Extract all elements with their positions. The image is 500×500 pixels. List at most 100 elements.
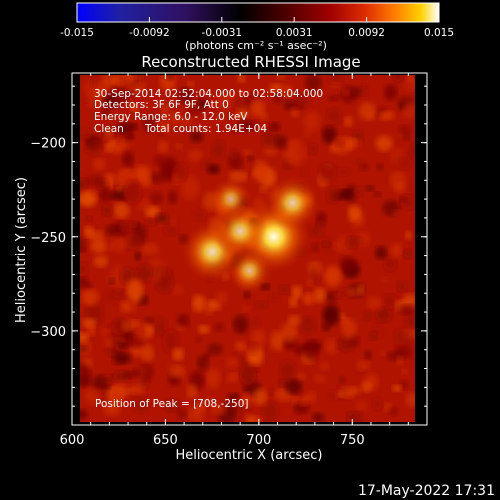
residual-blob <box>311 412 325 422</box>
residual-blob <box>130 104 139 112</box>
residual-blob <box>302 292 315 305</box>
residual-blob <box>375 307 392 323</box>
residual-blob <box>231 97 249 111</box>
residual-blob <box>192 209 207 221</box>
residual-blob <box>324 266 342 287</box>
residual-blob <box>380 350 387 356</box>
residual-blob <box>80 178 88 191</box>
flare-source-5 <box>226 247 273 294</box>
residual-blob <box>80 363 92 385</box>
residual-blob <box>128 221 139 229</box>
residual-blob <box>213 322 225 332</box>
residual-blob <box>274 134 288 149</box>
residual-blob <box>101 107 110 119</box>
residual-blob <box>387 406 399 417</box>
residual-blob <box>113 202 130 219</box>
residual-blob <box>279 360 296 383</box>
residual-blob <box>121 319 135 332</box>
residual-blob <box>399 380 409 390</box>
residual-blob <box>187 81 195 88</box>
residual-blob <box>328 75 344 85</box>
residual-blob <box>307 266 321 284</box>
residual-blob <box>161 104 169 114</box>
residual-blob <box>343 89 350 96</box>
residual-blob <box>297 95 312 108</box>
residual-blob <box>347 288 359 296</box>
residual-blob <box>136 264 153 283</box>
residual-blob <box>123 180 142 204</box>
annotation-block: 30-Sep-2014 02:52:04.000 to 02:58:04.000… <box>94 88 323 135</box>
residual-blob <box>377 163 384 171</box>
colorbar-tick-label: -0.0092 <box>129 27 170 39</box>
residual-blob <box>242 149 252 156</box>
y-tick-label: −250 <box>30 231 66 246</box>
residual-blob <box>207 342 223 356</box>
residual-blob <box>127 169 138 182</box>
residual-blob <box>141 243 159 255</box>
residual-blob <box>393 75 404 82</box>
peak-position-label: Position of Peak = [708,-250] <box>95 398 249 410</box>
residual-blob <box>80 409 88 420</box>
residual-blob <box>186 106 201 117</box>
colorbar-tick-label: -0.015 <box>60 27 94 39</box>
residual-blob <box>341 318 357 339</box>
residual-blob <box>87 139 102 156</box>
residual-blob <box>163 223 179 236</box>
residual-blob <box>162 270 172 279</box>
residual-blob <box>348 205 361 222</box>
residual-blob <box>82 289 99 306</box>
residual-blob <box>405 231 412 240</box>
residual-blob <box>215 112 225 123</box>
x-axis-label: Heliocentric X (arcsec) <box>176 448 323 463</box>
residual-blob <box>268 121 281 131</box>
residual-blob <box>80 345 88 352</box>
residual-blob <box>247 155 255 162</box>
residual-blob <box>226 357 240 369</box>
residual-blob <box>129 384 145 395</box>
residual-blob <box>126 279 144 303</box>
residual-blob <box>353 138 362 146</box>
residual-blob <box>351 87 362 99</box>
residual-blob <box>399 196 408 203</box>
residual-blob <box>240 90 251 97</box>
residual-blob <box>82 318 96 328</box>
residual-blob <box>360 382 373 393</box>
residual-blob <box>205 368 221 389</box>
residual-blob <box>316 219 326 228</box>
residual-blob <box>325 338 338 355</box>
residual-blob <box>356 158 366 166</box>
residual-blob <box>149 191 164 205</box>
x-tick-label: 750 <box>340 433 365 448</box>
residual-blob <box>365 185 375 192</box>
residual-blob <box>84 226 94 238</box>
residual-blob <box>250 98 265 117</box>
residual-blob <box>209 108 216 118</box>
residual-blob <box>280 322 298 343</box>
annotation-energy-range: Energy Range: 6.0 - 12.0 keV <box>94 111 248 123</box>
residual-blob <box>227 392 241 402</box>
residual-blob <box>102 204 113 216</box>
residual-blob <box>170 220 177 227</box>
residual-blob <box>268 293 280 302</box>
residual-blob <box>397 281 408 292</box>
flare-sources <box>181 175 320 294</box>
residual-blob <box>215 291 228 305</box>
residual-blob <box>318 163 337 182</box>
residual-blob <box>177 313 190 327</box>
residual-blob <box>100 328 111 336</box>
residual-blob <box>300 398 308 406</box>
residual-blob <box>409 144 415 159</box>
residual-blob <box>369 331 377 341</box>
residual-blob <box>343 137 357 150</box>
residual-blob <box>396 356 404 365</box>
residual-blob <box>389 170 407 190</box>
residual-blob <box>401 369 408 374</box>
residual-blob <box>136 199 152 212</box>
residual-blob <box>108 278 116 284</box>
residual-blob <box>394 153 412 170</box>
residual-blob <box>205 299 221 311</box>
residual-blob <box>120 267 134 285</box>
residual-blob <box>334 140 345 147</box>
residual-blob <box>164 398 180 412</box>
residual-blob <box>162 330 179 352</box>
